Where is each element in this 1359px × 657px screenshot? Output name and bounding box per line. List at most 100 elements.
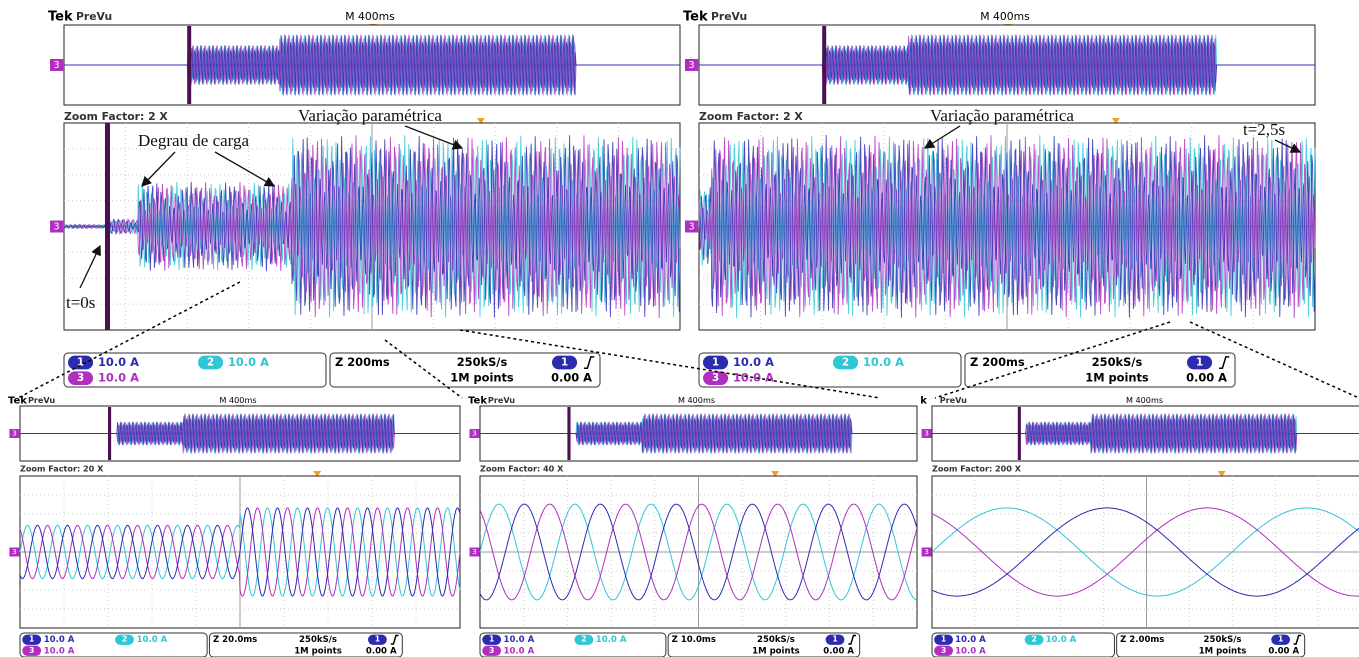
channel-number: 3 — [489, 646, 494, 655]
channel-scale: 10.0 A — [955, 646, 986, 656]
zoom-factor: Zoom Factor: 200 X — [932, 464, 1022, 474]
channel-number: 3 — [941, 646, 946, 655]
sample-rate: 250kS/s — [757, 635, 795, 645]
ground-marker-label: 3 — [689, 222, 695, 233]
annotation: Variação paramétrica — [298, 106, 442, 125]
scope-panel: TekPreVu M 400ms 3 Zoom Factor: 2 X 3 1 10.0 A… — [683, 10, 1315, 388]
channel-number: 1 — [941, 635, 946, 644]
ground-marker-label: 3 — [12, 429, 17, 438]
record-length: 1M points — [294, 646, 342, 656]
channel-scale: 10.0 A — [596, 635, 627, 645]
brand: Tek — [48, 10, 73, 25]
ground-marker-label: 3 — [54, 60, 60, 71]
scope-panel: k PreVu M 400ms 3 Zoom Factor: 200 X 3 1 10.0 A… — [920, 395, 1359, 657]
channel-number: 3 — [29, 646, 34, 655]
channel-number: 2 — [122, 635, 127, 644]
channel-number: 3 — [712, 372, 719, 384]
zoom-factor: Zoom Factor: 20 X — [20, 464, 104, 474]
figure: TekPreVuM 400ms3Zoom Factor: 2 X3110.0 A… — [0, 0, 1359, 657]
zoom-time: Z 2.00ms — [1120, 635, 1164, 645]
ground-marker-label: 3 — [924, 547, 929, 556]
start-spike — [822, 26, 826, 104]
start-spike — [108, 407, 111, 460]
channel-number: 1 — [375, 635, 380, 644]
start-spike — [187, 26, 191, 104]
scope-panel: TekPreVu M 400ms 3 Zoom Factor: 20 X 3 1 10.0 … — [8, 395, 460, 657]
brand: k — [920, 395, 927, 406]
ground-marker-label: 3 — [54, 222, 60, 233]
trigger-level: 0.00 A — [1186, 371, 1227, 385]
zoom-time: Z 200ms — [970, 355, 1025, 369]
brand: Tek — [468, 395, 487, 406]
scope-panel: TekPreVu M 400ms 3 Zoom Factor: 40 X 3 1 10.0 … — [468, 395, 917, 657]
channel-scale: 10.0 A — [955, 635, 986, 645]
zoom-time: Z 200ms — [335, 355, 390, 369]
channel-scale: 10.0 A — [863, 355, 904, 369]
channel-scale: 10.0 A — [228, 355, 269, 369]
timebase: M 400ms — [345, 10, 395, 23]
record-length: 1M points — [450, 371, 514, 385]
trigger-level: 0.00 A — [366, 646, 397, 656]
ground-marker-label: 3 — [472, 429, 477, 438]
trigger-level: 0.00 A — [823, 646, 854, 656]
annotation: Degrau de carga — [138, 131, 250, 150]
preview-label: PreVu — [940, 395, 967, 405]
channel-number: 3 — [77, 372, 84, 384]
sample-rate: 250kS/s — [457, 355, 508, 369]
channel-scale: 10.0 A — [137, 635, 168, 645]
channel-scale: 10.0 A — [504, 646, 535, 656]
channel-scale: 10.0 A — [98, 371, 139, 385]
ground-marker-label: 3 — [924, 429, 929, 438]
zoom-factor: Zoom Factor: 2 X — [699, 110, 803, 123]
timebase: M 400ms — [678, 395, 715, 405]
brand: Tek — [683, 10, 708, 25]
channel-number: 1 — [1278, 635, 1283, 644]
channel-number: 1 — [832, 635, 837, 644]
zoom-time: Z 20.0ms — [213, 635, 257, 645]
brand: Tek — [8, 395, 27, 406]
channel-scale: 10.0 A — [504, 635, 535, 645]
preview-label: PreVu — [488, 395, 515, 405]
trigger-level: 0.00 A — [551, 371, 592, 385]
timebase: M 400ms — [219, 395, 256, 405]
channel-number: 1 — [712, 357, 719, 369]
trigger-level: 0.00 A — [1268, 646, 1299, 656]
channel-scale: 10.0 A — [733, 355, 774, 369]
zoom-factor: Zoom Factor: 2 X — [64, 110, 168, 123]
channel-scale: 10.0 A — [98, 355, 139, 369]
start-spike — [1018, 407, 1021, 460]
annotation: t=2,5s — [1243, 120, 1285, 139]
channel-number: 2 — [842, 357, 849, 369]
ground-marker-label: 3 — [689, 60, 695, 71]
timebase: M 400ms — [1126, 395, 1163, 405]
zoom-factor: Zoom Factor: 40 X — [480, 464, 564, 474]
ground-marker-label: 3 — [12, 547, 17, 556]
annotation: Variação paramétrica — [930, 106, 1074, 125]
sample-rate: 250kS/s — [299, 635, 337, 645]
timebase: M 400ms — [980, 10, 1030, 23]
channel-number: 2 — [207, 357, 214, 369]
preview-label: PreVu — [76, 10, 112, 23]
channel-scale: 10.0 A — [44, 646, 75, 656]
channel-number: 1 — [29, 635, 34, 644]
record-length: 1M points — [1199, 646, 1247, 656]
channel-number: 2 — [1031, 635, 1036, 644]
start-spike — [105, 123, 110, 330]
channel-number: 1 — [489, 635, 494, 644]
channel-scale: 10.0 A — [1046, 635, 1077, 645]
annotation: t=0s — [66, 293, 95, 312]
start-spike — [567, 407, 570, 460]
channel-scale: 10.0 A — [44, 635, 75, 645]
ground-marker-label: 3 — [472, 547, 477, 556]
channel-number: 1 — [1196, 357, 1203, 369]
record-length: 1M points — [752, 646, 800, 656]
zoom-time: Z 10.0ms — [672, 635, 716, 645]
channel-scale: 10.0 A — [733, 371, 774, 385]
channel-number: 2 — [581, 635, 586, 644]
preview-label: PreVu — [711, 10, 747, 23]
preview-label: PreVu — [28, 395, 55, 405]
record-length: 1M points — [1085, 371, 1149, 385]
sample-rate: 250kS/s — [1092, 355, 1143, 369]
